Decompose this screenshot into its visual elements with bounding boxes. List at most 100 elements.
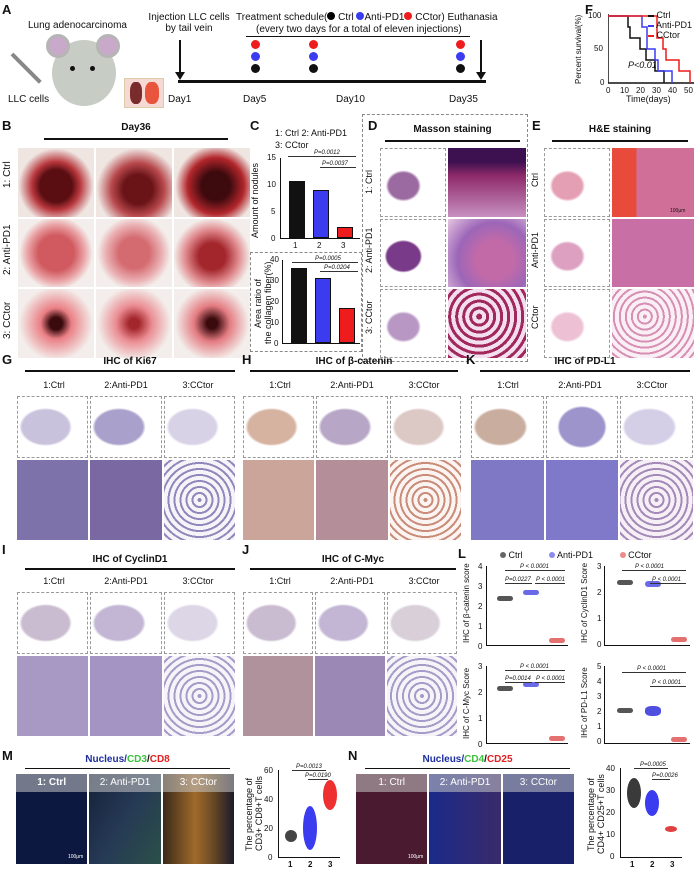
- panel-a-label: A: [2, 2, 12, 17]
- row-label: 3: CCtor: [2, 301, 13, 339]
- row-label: Ctrl: [530, 173, 540, 187]
- schedule-subtitle: (every two days for a total of eleven in…: [256, 24, 462, 35]
- f-legend: Ctrl Anti-PD1 CCtor: [648, 10, 692, 40]
- mouse-illustration: [46, 34, 120, 106]
- lung-photo: [174, 289, 250, 358]
- panel-i-title: IHC of CyclinD1: [92, 554, 168, 565]
- arrow-head-icon: [175, 72, 185, 80]
- x-tick: 10: [620, 86, 629, 95]
- row-label: 1: Ctrl: [364, 170, 374, 195]
- panel-d-title: Masson staining: [413, 124, 492, 135]
- scale-bar: 100μm: [670, 208, 686, 214]
- panel-a-title: Lung adenocarcinoma: [28, 20, 127, 31]
- lung-photo: [18, 218, 94, 288]
- cyclind1-score-plot: [604, 566, 690, 646]
- bar-anti: [313, 190, 329, 238]
- x-tick: 50: [684, 86, 693, 95]
- panel-e-title: H&E staining: [588, 124, 652, 135]
- ki67-grid: [17, 396, 235, 540]
- schedule-title: Treatment schedule( Ctrl Anti-PD1 CCtor)…: [236, 12, 498, 23]
- bar-cctor: [339, 308, 355, 343]
- collagen-box: [250, 252, 362, 352]
- ctrl-dot-icon: [327, 12, 336, 20]
- row-label: 2: Anti-PD1: [2, 224, 13, 276]
- lung-inset: [124, 78, 164, 108]
- day-label: Day1: [168, 94, 192, 105]
- bcatenin-score-plot: [486, 566, 568, 646]
- panel-b-rule: [44, 138, 228, 140]
- panel-c-label: C: [250, 118, 260, 133]
- panel-j-label: J: [242, 542, 250, 557]
- p-value: P=0.0037: [322, 161, 348, 167]
- bar-cctor: [337, 227, 353, 238]
- row-label: 2: Anti-PD1: [364, 227, 374, 273]
- day-label: Day10: [336, 94, 365, 105]
- cyclind1-grid: [17, 592, 235, 736]
- panel-h-label: H: [242, 352, 252, 367]
- mouse-eye: [70, 66, 75, 71]
- cells-label: LLC cells: [8, 94, 50, 105]
- row-label: Anti-PD1: [530, 232, 540, 269]
- dose-dots-day10: [309, 40, 319, 73]
- masson-grid: [380, 148, 526, 358]
- bar-ctrl: [291, 268, 307, 343]
- x-tick: 0: [606, 86, 611, 95]
- schedule-rule: [246, 36, 470, 37]
- row-label: 3: CCtor: [364, 300, 374, 335]
- collagen-chart: [282, 260, 360, 344]
- y-tick: 100: [588, 11, 602, 20]
- row-label: 1: Ctrl: [2, 161, 13, 189]
- panel-i-label: I: [2, 542, 6, 557]
- l-legend: Ctrl Anti-PD1 CCtor: [500, 550, 652, 560]
- panel-l-label: L: [458, 546, 466, 561]
- bcatenin-grid: [243, 396, 461, 540]
- injection-label: Injection LLC cells by tail vein: [148, 12, 230, 34]
- panel-m-title: Nucleus/CD3/CD8: [85, 754, 170, 765]
- lung-photo: [96, 289, 172, 358]
- mouse-ear-right: [96, 34, 120, 58]
- panel-h-title: IHC of β-catenin: [315, 356, 393, 367]
- lung-photo: [96, 218, 172, 288]
- he-grid: [544, 148, 694, 358]
- day-label: Day35: [449, 94, 478, 105]
- panel-b-label: B: [2, 118, 12, 133]
- p-value: P=0.0204: [324, 265, 350, 271]
- n-ylabel: The percentage of CD4+ CD25+T cells: [586, 774, 606, 854]
- f-pvalue: P<0.01: [628, 60, 657, 70]
- lung-photo-grid: [18, 148, 250, 358]
- x-tick: 40: [668, 86, 677, 95]
- nodules-chart: [280, 158, 360, 239]
- cd3-cd8-images: 1: Ctrl 100μm 2: Anti-PD1 3: CCtor: [16, 774, 234, 864]
- y-tick: 50: [594, 44, 603, 53]
- y-tick: 0: [600, 78, 605, 87]
- p-value: P=0.0012: [314, 150, 340, 156]
- lung-photo: [174, 148, 250, 217]
- arrow-head-icon: [476, 72, 486, 80]
- p-value: P=0.0005: [315, 256, 341, 262]
- panel-n-title: Nucleus/CD4/CD25: [422, 754, 513, 765]
- day-label: Day5: [243, 94, 267, 105]
- panel-j-title: IHC of C-Myc: [321, 554, 385, 565]
- cctor-dot-icon: [404, 12, 413, 20]
- panel-f-label: F: [585, 2, 593, 17]
- cd25-violin-plot: [620, 768, 682, 858]
- cmyc-grid: [243, 592, 457, 736]
- cd4-cd25-images: 1: Ctrl 100μm 2: Anti-PD1 3: CCtor: [356, 774, 574, 864]
- panel-k-title: IHC of PD-L1: [554, 356, 616, 367]
- anti-dot-icon: [356, 12, 365, 20]
- dose-dots-day35: [456, 40, 466, 73]
- f-xlabel: Time(days): [626, 94, 671, 104]
- cd8-violin-plot: [278, 770, 340, 858]
- bar-anti: [315, 278, 331, 343]
- panel-m-label: M: [2, 748, 13, 763]
- c-ylabel-top: Amount of nodules: [250, 162, 260, 238]
- lung-photo: [18, 148, 94, 217]
- x-tick: 30: [652, 86, 661, 95]
- lung-photo: [18, 289, 94, 358]
- pdl1-score-plot: [604, 666, 690, 744]
- mouse-ear-left: [46, 34, 70, 58]
- x-tick: 20: [636, 86, 645, 95]
- cmyc-score-plot: [486, 666, 568, 744]
- panel-b-title: Day36: [121, 122, 151, 133]
- lung-photo: [174, 218, 250, 288]
